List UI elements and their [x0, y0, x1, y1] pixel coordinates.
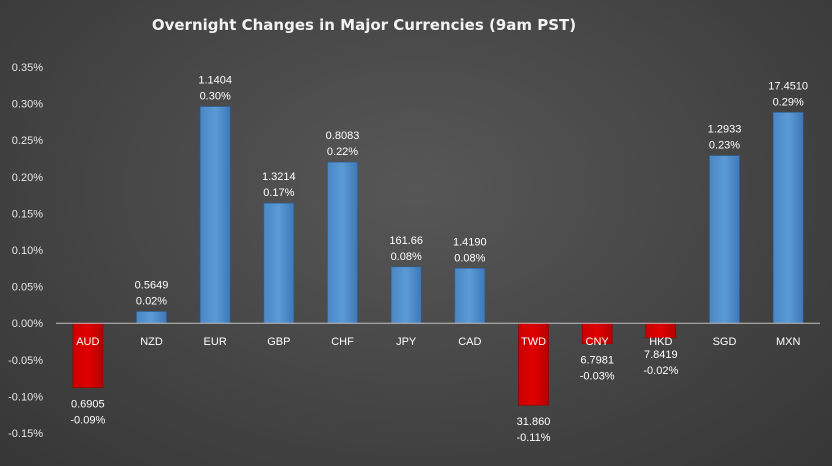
category-label: GBP	[267, 336, 290, 348]
rate-label: 1.4190	[453, 236, 487, 248]
change-label: 0.23%	[709, 140, 740, 152]
y-tick-label: 0.10%	[12, 245, 43, 257]
y-tick-label: -0.10%	[8, 391, 43, 403]
change-label: -0.02%	[643, 365, 678, 377]
rate-label: 0.8083	[326, 130, 360, 142]
y-tick-label: 0.35%	[12, 62, 43, 74]
category-label: SGD	[713, 336, 737, 348]
change-label: 0.08%	[454, 252, 485, 264]
change-label: 0.30%	[200, 91, 231, 103]
bar-eur	[199, 106, 231, 324]
y-tick-label: 0.20%	[12, 172, 43, 184]
change-label: 0.29%	[773, 96, 804, 108]
category-label: MXN	[776, 336, 801, 348]
category-label: JPY	[396, 336, 417, 348]
y-tick-label: 0.15%	[12, 208, 43, 220]
y-tick-label: 0.05%	[12, 282, 43, 294]
bar-twd	[518, 322, 549, 406]
bar-chf	[327, 161, 358, 324]
bar-jpy	[390, 266, 422, 324]
rate-label: 0.6905	[71, 399, 105, 411]
category-label: NZD	[140, 336, 163, 348]
change-label: 0.08%	[391, 251, 422, 263]
category-label: TWD	[521, 336, 546, 348]
bar-aud	[72, 322, 104, 388]
rate-label: 1.1404	[198, 75, 232, 87]
change-label: -0.03%	[580, 371, 615, 383]
y-tick-label: 0.30%	[12, 99, 43, 111]
rate-label: 1.3214	[262, 171, 296, 183]
category-label: AUD	[76, 336, 99, 348]
bar-gbp	[263, 202, 295, 324]
rate-label: 161.66	[389, 235, 423, 247]
rate-label: 17.4510	[768, 80, 808, 92]
y-tick-label: 0.00%	[12, 318, 43, 330]
chart-title: Overnight Changes in Major Currencies (9…	[151, 16, 577, 34]
bar-nzd	[136, 311, 167, 324]
rate-label: 1.2933	[708, 124, 742, 136]
change-label: -0.09%	[70, 415, 105, 427]
rate-label: 6.7981	[580, 355, 614, 367]
category-label: CHF	[331, 336, 354, 348]
change-label: 0.17%	[263, 187, 294, 199]
change-label: 0.02%	[136, 295, 167, 307]
bar-cad	[454, 267, 486, 324]
category-label: HKD	[649, 336, 672, 348]
y-tick-label: -0.15%	[8, 428, 43, 440]
y-tick-label: 0.25%	[12, 135, 43, 147]
rate-label: 0.5649	[135, 279, 169, 291]
bar-sgd	[709, 155, 740, 324]
y-tick-label: -0.05%	[8, 355, 43, 367]
category-label: CNY	[586, 336, 610, 348]
rate-label: 7.8419	[644, 349, 678, 361]
bar-mxn	[772, 112, 804, 324]
change-label: 0.22%	[327, 146, 358, 158]
category-label: EUR	[204, 336, 227, 348]
category-label: CAD	[458, 336, 481, 348]
change-label: -0.11%	[516, 432, 550, 444]
rate-label: 31.860	[517, 416, 551, 428]
